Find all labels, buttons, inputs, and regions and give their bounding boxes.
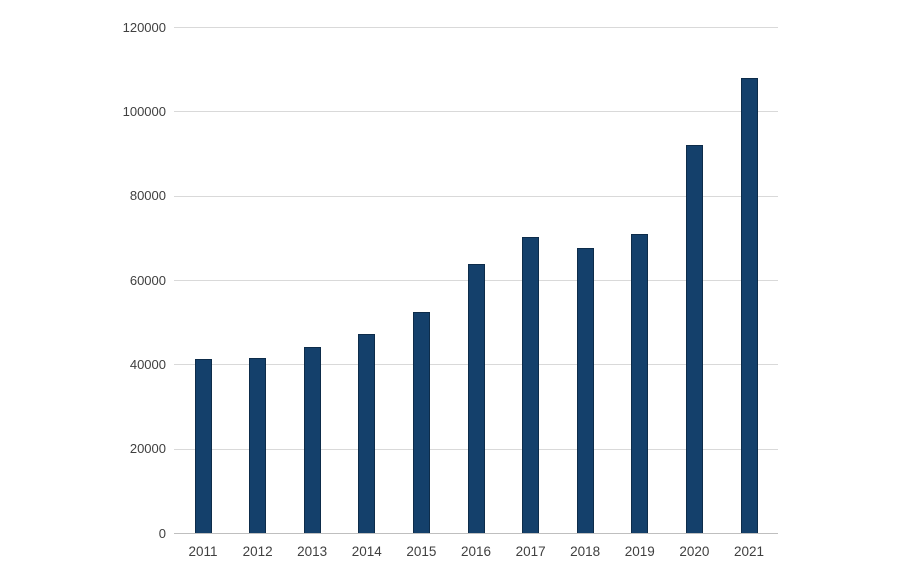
y-tick-label: 120000 — [122, 19, 166, 35]
x-tick-label: 2017 — [515, 544, 546, 559]
bar-2019 — [631, 234, 649, 533]
y-tick-label: 0 — [158, 525, 166, 541]
y-tick-label: 20000 — [129, 441, 166, 457]
bar-2015 — [412, 311, 430, 533]
y-tick-label: 40000 — [129, 356, 166, 372]
x-tick-label: 2018 — [570, 544, 601, 559]
x-tick-label: 2020 — [679, 544, 710, 559]
x-tick-label: 2015 — [406, 544, 437, 559]
x-tick-label: 2021 — [733, 544, 765, 559]
gridline — [174, 195, 778, 197]
y-tick-label: 100000 — [122, 103, 166, 119]
bar-2013 — [303, 347, 321, 533]
y-tick-label: 80000 — [129, 188, 166, 204]
x-axis-line — [174, 533, 778, 534]
gridline — [174, 111, 778, 113]
bar-2020 — [685, 145, 703, 533]
bar-2014 — [358, 334, 376, 533]
bar-2016 — [467, 263, 485, 533]
gridline — [174, 27, 778, 28]
x-tick-label: 2013 — [297, 544, 328, 559]
x-tick-label: 2019 — [624, 544, 655, 559]
bar-2018 — [576, 248, 594, 533]
bar-2011 — [194, 358, 212, 533]
x-tick-label: 2011 — [188, 544, 218, 559]
x-tick-label: 2016 — [460, 544, 492, 559]
x-tick-label: 2014 — [351, 544, 382, 559]
bar-2012 — [249, 357, 267, 533]
x-tick-label: 2012 — [242, 544, 273, 559]
bar-2021 — [740, 78, 758, 533]
bar-2017 — [522, 236, 540, 533]
y-tick-label: 60000 — [129, 272, 166, 288]
